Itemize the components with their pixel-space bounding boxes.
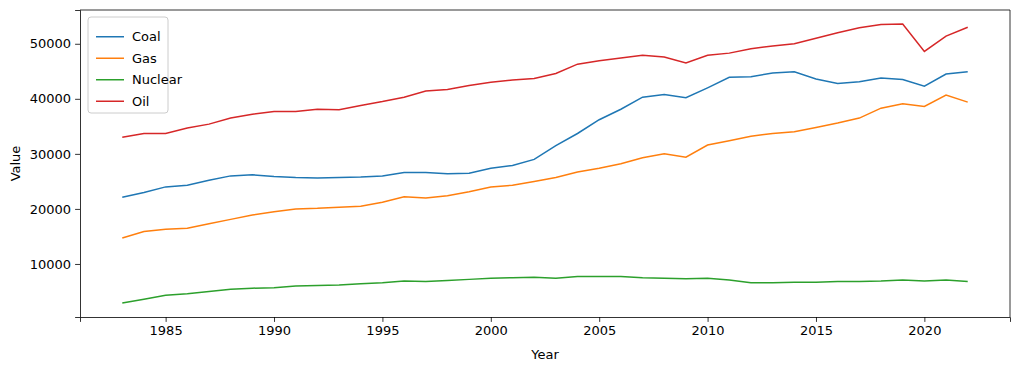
tick: 2015 (800, 317, 833, 338)
tick-mark (924, 317, 925, 322)
tick-mark (491, 317, 492, 322)
x-axis: 1985 1990 1995 2000 2005 2010 2015 2020 (81, 317, 1011, 338)
tick: 20000 (30, 202, 80, 217)
tick-label: 2000 (475, 323, 508, 338)
frame (1010, 10, 1011, 317)
tick: 50000 (30, 36, 80, 51)
tick: 40000 (30, 91, 80, 106)
tick-label: 40000 (30, 91, 71, 106)
legend-box (88, 17, 168, 113)
tick-label: 2005 (583, 323, 616, 338)
legend-swatch (96, 36, 124, 38)
lines (122, 24, 967, 303)
tick-label: 2020 (908, 323, 941, 338)
tick-label: 20000 (30, 202, 71, 217)
series-line (122, 72, 967, 198)
axis-line (81, 318, 1011, 322)
legend-label: Gas (132, 51, 157, 66)
tick-mark (166, 317, 167, 322)
legend: Coal Gas Nuclear Oil (88, 17, 183, 113)
tick: 30000 (30, 147, 80, 162)
tick: 1990 (258, 317, 291, 338)
tick-mark (75, 264, 80, 265)
tick-label: 10000 (30, 257, 71, 272)
tick: 10000 (30, 257, 80, 272)
tick-mark (382, 317, 383, 322)
tick: 1985 (150, 317, 183, 338)
tick: 2000 (475, 317, 508, 338)
tick-label: 50000 (30, 36, 71, 51)
tick-mark (75, 99, 80, 100)
series-line (122, 24, 967, 137)
legend-swatch (96, 79, 124, 81)
tick-mark (708, 317, 709, 322)
tick-label: 1990 (258, 323, 291, 338)
tick-mark (75, 209, 80, 210)
series-line (122, 277, 967, 303)
tick: 2010 (692, 317, 725, 338)
frame (80, 10, 1010, 11)
y-axis: 10000 20000 30000 40000 50000 (30, 11, 81, 318)
tick-mark (816, 317, 817, 322)
tick-label: 2010 (692, 323, 725, 338)
tick-label: 1995 (366, 323, 399, 338)
legend-swatch (96, 58, 124, 60)
legend-label: Coal (132, 29, 161, 44)
tick-mark (75, 154, 80, 155)
y-axis-title: Value (8, 146, 23, 182)
tick: 2020 (908, 317, 941, 338)
tick: 1995 (366, 317, 399, 338)
tick: 2005 (583, 317, 616, 338)
tick-label: 30000 (30, 147, 71, 162)
legend-swatch (96, 101, 124, 103)
legend-label: Oil (132, 94, 149, 109)
tick-label: 2015 (800, 323, 833, 338)
x-axis-title: Year (530, 347, 559, 362)
tick-label: 1985 (150, 323, 183, 338)
series-line (122, 95, 967, 238)
axis-line (75, 11, 80, 318)
tick-mark (599, 317, 600, 322)
legend-label: Nuclear (132, 72, 183, 87)
chart: 1985 1990 1995 2000 2005 2010 2015 2020 10000 200… (0, 0, 1023, 371)
tick-mark (274, 317, 275, 322)
tick-mark (75, 44, 80, 45)
